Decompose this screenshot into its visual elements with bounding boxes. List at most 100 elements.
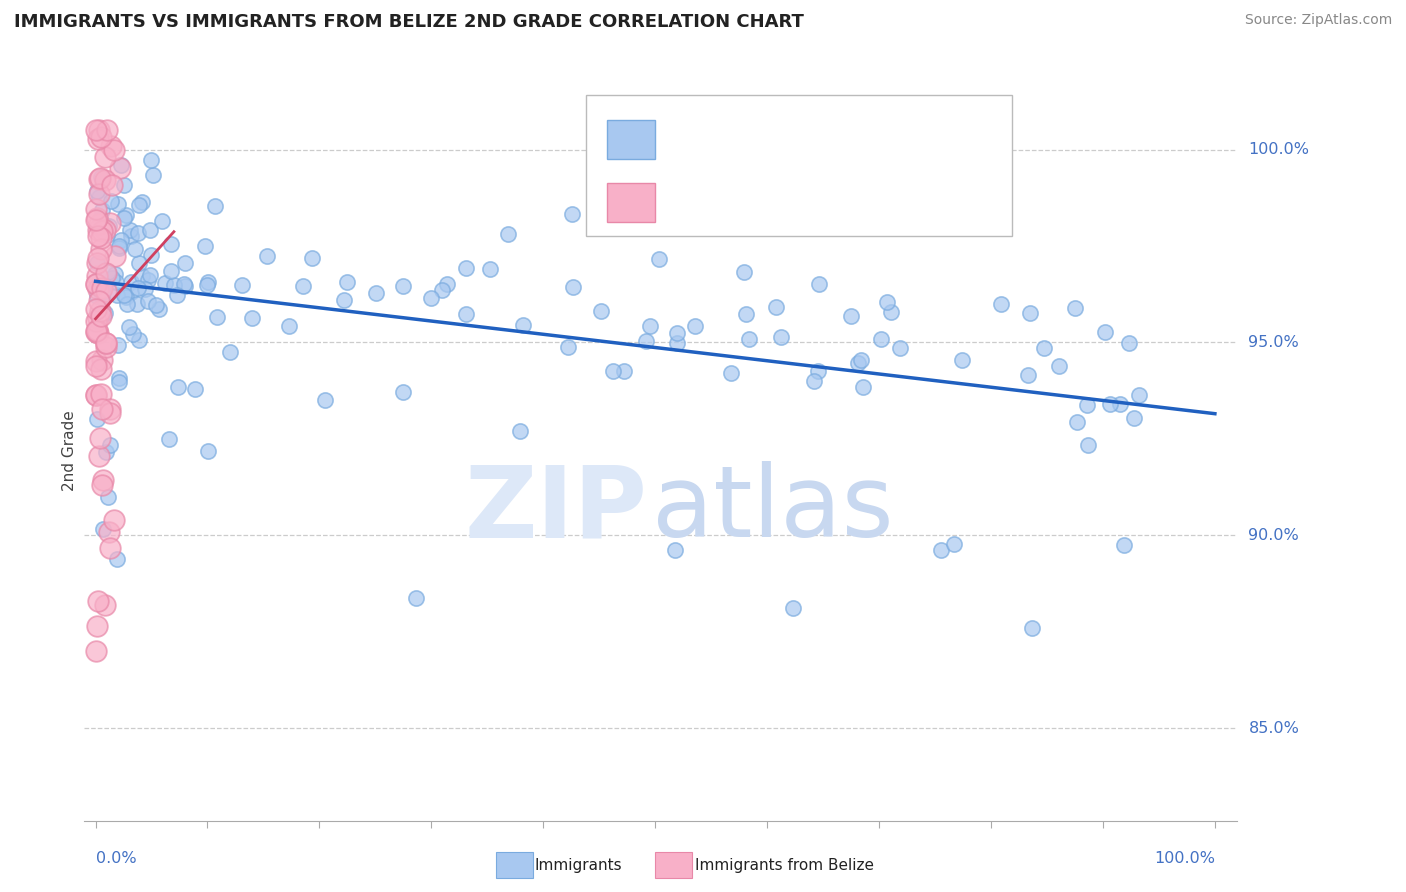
Point	[94, 173, 117, 187]
Point	[97, 525, 120, 540]
Point	[405, 591, 427, 606]
Point	[89, 190, 111, 204]
Point	[90, 242, 112, 256]
Point	[90, 202, 112, 217]
Text: R =  0.079   N =  69: R = 0.079 N = 69	[671, 194, 852, 211]
Point	[107, 197, 129, 211]
Point	[301, 251, 323, 265]
Text: Immigrants from Belize: Immigrants from Belize	[695, 858, 873, 872]
Point	[336, 275, 359, 289]
Point	[557, 341, 579, 355]
Point	[1064, 301, 1087, 315]
Point	[765, 300, 787, 314]
Point	[98, 402, 121, 417]
Point	[1123, 411, 1146, 425]
Point	[89, 123, 111, 137]
Point	[90, 224, 112, 238]
Point	[512, 318, 534, 332]
Point	[100, 194, 122, 208]
Point	[880, 304, 903, 318]
Point	[929, 542, 952, 557]
Point	[1066, 416, 1088, 430]
Point	[122, 326, 145, 341]
Point	[107, 376, 129, 390]
Point	[769, 330, 792, 344]
Point	[110, 233, 132, 247]
Point	[314, 392, 336, 407]
Point	[94, 223, 117, 237]
Point	[84, 388, 107, 402]
Point	[278, 319, 301, 334]
Point	[167, 379, 190, 393]
Point	[479, 262, 502, 277]
Point	[131, 269, 153, 284]
Point	[1018, 306, 1040, 320]
Point	[115, 208, 138, 222]
Point	[128, 198, 150, 212]
Point	[197, 443, 219, 458]
Point	[138, 294, 160, 309]
Text: ZIP: ZIP	[464, 461, 647, 558]
Point	[84, 359, 107, 373]
Point	[91, 522, 114, 536]
Text: 90.0%: 90.0%	[1249, 528, 1299, 543]
Point	[86, 256, 108, 270]
Point	[86, 326, 108, 340]
Point	[87, 187, 110, 202]
Point	[112, 287, 135, 301]
Point	[96, 123, 118, 137]
Point	[90, 231, 112, 245]
Point	[197, 278, 219, 293]
Point	[93, 218, 115, 232]
Point	[115, 297, 138, 311]
Point	[432, 283, 454, 297]
Point	[160, 237, 183, 252]
Point	[87, 223, 110, 237]
Point	[84, 277, 107, 292]
Point	[87, 229, 110, 244]
Point	[90, 361, 112, 376]
Point	[115, 290, 138, 304]
Point	[94, 285, 117, 299]
Point	[96, 228, 118, 243]
Point	[105, 288, 128, 302]
Point	[738, 332, 761, 346]
Point	[96, 335, 118, 350]
Point	[112, 178, 135, 192]
FancyBboxPatch shape	[586, 95, 1012, 235]
Point	[87, 449, 110, 463]
Point	[118, 319, 141, 334]
Point	[869, 332, 891, 346]
Point	[125, 297, 148, 311]
Point	[1094, 325, 1116, 339]
Point	[108, 161, 131, 175]
Point	[86, 268, 108, 283]
Text: IMMIGRANTS VS IMMIGRANTS FROM BELIZE 2ND GRADE CORRELATION CHART: IMMIGRANTS VS IMMIGRANTS FROM BELIZE 2ND…	[14, 13, 804, 31]
Point	[112, 211, 135, 226]
Point	[89, 431, 111, 445]
Point	[86, 211, 108, 225]
Text: 0.0%: 0.0%	[96, 851, 136, 866]
Point	[204, 198, 226, 212]
Point	[889, 341, 911, 355]
Point	[87, 282, 110, 296]
Point	[86, 388, 108, 402]
Point	[87, 594, 110, 608]
Point	[87, 131, 110, 145]
Point	[454, 260, 477, 275]
Point	[84, 212, 107, 227]
Point	[420, 291, 443, 305]
Point	[148, 302, 170, 317]
Point	[333, 293, 356, 307]
Point	[94, 444, 117, 458]
Point	[1047, 359, 1070, 373]
Point	[851, 352, 873, 367]
Point	[84, 302, 107, 317]
Point	[84, 324, 107, 338]
Point	[97, 265, 120, 279]
Point	[231, 277, 253, 292]
Point	[803, 374, 825, 388]
Point	[84, 202, 107, 217]
Point	[1017, 368, 1039, 382]
Point	[613, 363, 636, 377]
